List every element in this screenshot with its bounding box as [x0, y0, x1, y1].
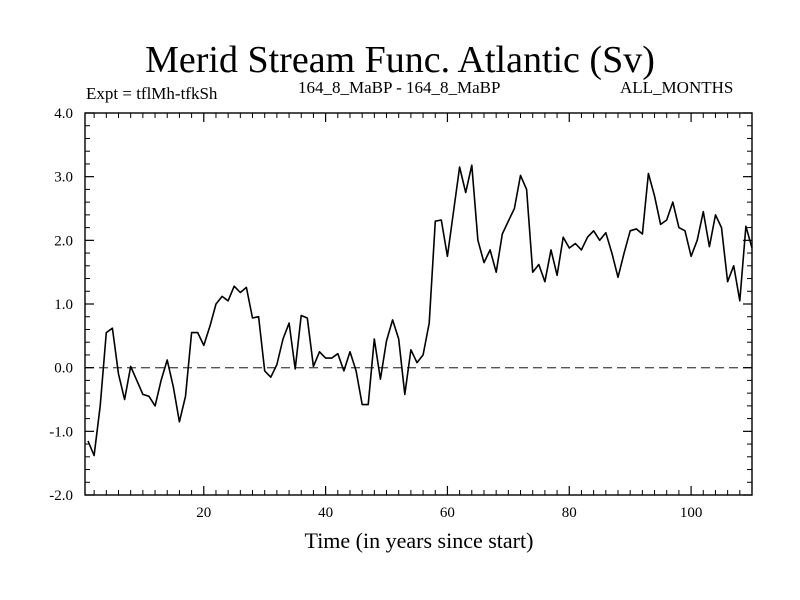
ticks-layer: 20 40 60 80 100 -2.0 -1.0 0.0 1.0 2.0 3.0 4.0 [49, 106, 753, 521]
y-tick-label: 0.0 [54, 361, 73, 377]
y-tick-label: 1.0 [54, 297, 73, 313]
y-tick-label: 4.0 [54, 106, 73, 122]
y-tick-label: -2.0 [49, 488, 73, 504]
x-tick-label: 40 [318, 505, 333, 521]
x-tick-label: 60 [440, 505, 455, 521]
chart-subtitle: 164_8_MaBP - 164_8_MaBP [298, 78, 501, 97]
x-tick-label: 20 [196, 505, 211, 521]
experiment-label: Expt = tflMh-tfkSh [86, 84, 218, 103]
y-tick-label: 3.0 [54, 170, 73, 186]
period-label: ALL_MONTHS [620, 78, 734, 97]
x-axis-label: Time (in years since start) [304, 528, 534, 553]
x-tick-label: 80 [562, 505, 577, 521]
series-layer [87, 164, 753, 457]
plot-frame [84, 112, 753, 496]
y-tick-label: -1.0 [49, 424, 73, 440]
series-line [87, 164, 753, 457]
chart-title: Merid Stream Func. Atlantic (Sv) [145, 39, 655, 81]
x-tick-label: 100 [680, 505, 703, 521]
y-tick-label: 2.0 [54, 233, 73, 249]
